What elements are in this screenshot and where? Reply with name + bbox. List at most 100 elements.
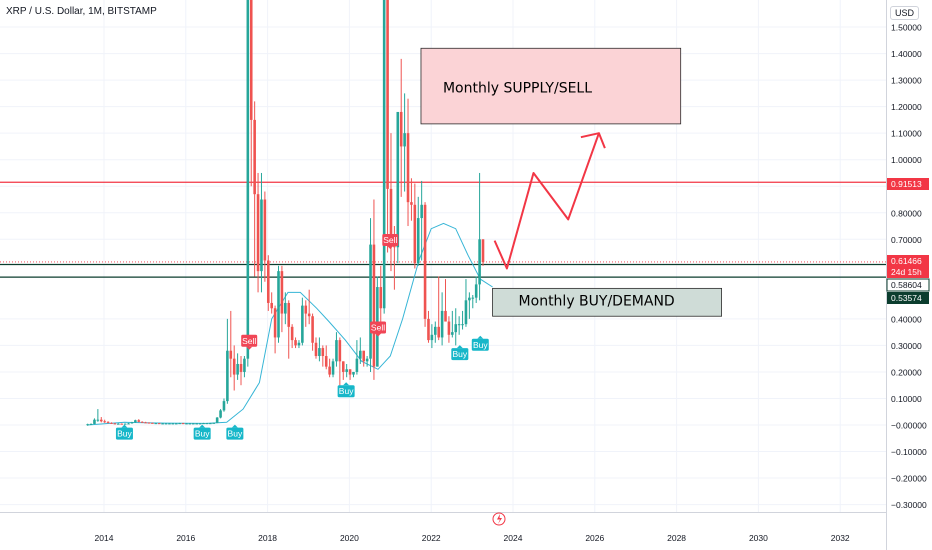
y-tick-label: 1.00000 [891,155,922,165]
candle-body [481,239,485,263]
projection-arrow [493,132,606,270]
signal-pointer [343,382,350,386]
x-tick-label: 2014 [95,533,114,543]
candle-body [451,332,454,335]
candle-body [406,133,410,203]
candle-body [341,361,345,372]
y-tick-label: 0.30000 [891,341,922,351]
candle-body [318,348,321,357]
candle-body [328,366,331,375]
y-tick-label: −0.30000 [891,500,927,510]
currency-button[interactable]: USD [890,6,920,20]
candle-body [290,326,294,341]
y-tick-label: 0.10000 [891,394,922,404]
x-tick-label: 2018 [258,533,277,543]
candle-body [468,297,471,301]
candle-body [89,423,93,425]
candle-body [144,422,147,424]
candle-body [410,202,413,205]
candle-body [178,423,181,425]
candle-body [113,423,117,425]
candle-body [321,348,325,357]
candle-body [331,361,335,375]
candle-body [314,342,318,357]
candle-body [430,334,434,341]
candle-body [379,287,383,309]
moving-average-line [87,222,493,426]
candle-body [399,111,403,147]
signal-badge [370,321,387,334]
candle-body [243,358,246,372]
candle-body [249,0,253,120]
candle-body [236,363,239,375]
signal-badge [471,338,489,351]
horizontal-lines [0,181,886,278]
candle-body [301,305,304,343]
candle-body [195,423,199,425]
price-label-box [887,292,929,304]
supply-zone-label: Monthly SUPPLY/SELL [443,80,592,96]
y-tick-label: 0.20000 [891,367,922,377]
candle-body [157,423,161,425]
candle-body [352,371,355,375]
candle-body [164,423,168,425]
candle-body [154,423,158,425]
price-label-text: 0.91513 [891,179,922,189]
candle-body [403,133,406,147]
candle-body [478,239,481,285]
x-tick-label: 2020 [340,533,359,543]
x-tick-label: 2016 [176,533,195,543]
signal-badge [241,334,258,347]
candle-body [229,350,233,359]
candle-body [437,326,440,338]
demand-zone-label: Monthly BUY/DEMAND [519,293,675,309]
candle-body [137,420,141,422]
signal-pointer [246,346,253,350]
candle-body [474,284,478,298]
demand-zone [492,287,722,317]
candle-body [93,419,96,424]
y-tick-label: 0.80000 [891,208,922,218]
x-tick-label: 2024 [504,533,523,543]
candle-body [386,0,389,189]
signal-label: Buy [117,429,132,439]
candle-body [338,340,342,362]
signals: Buy Buy Buy Sell Buy Sell Sell Buy Buy [115,233,489,440]
candle-body [263,199,267,261]
candle-body [127,423,130,425]
candle-body [355,358,359,372]
candle-body [120,423,124,425]
signal-label: Sell [242,336,256,346]
candle-body [110,422,113,424]
candle-body [253,119,256,195]
signal-label: Buy [228,429,243,439]
candle-body [372,244,376,367]
y-tick-label: −0.20000 [891,474,927,484]
tradingview-logo[interactable] [492,512,506,526]
candle-body [277,271,280,338]
candle-body [202,423,205,425]
price-label-box [886,278,930,292]
price-label-text: 24d 15h [891,267,922,277]
y-tick-label: −0.00000 [891,421,927,431]
candle-body [246,0,250,359]
y-tick-label: 1.40000 [891,49,922,59]
candles [86,0,485,426]
buy-signal: Buy [193,424,211,440]
x-tick-label: 2022 [422,533,441,543]
candle-body [294,340,297,346]
zone-labels: Monthly SUPPLY/SELL Monthly BUY/DEMAND [443,80,675,309]
candle-body [433,326,437,335]
candle-body [106,421,110,423]
grid [0,0,887,550]
price-label-text: 0.61466 [891,256,922,266]
signal-label: Sell [383,235,397,245]
price-label-box [887,266,929,278]
price-label-box [887,178,929,190]
signal-pointer [387,245,394,249]
candle-body [454,324,458,333]
candle-body [226,350,229,402]
candle-body [362,350,366,362]
x-axis[interactable]: 2014 2016 2018 2020 2022 2024 2026 2028 2030 2032 [95,533,850,543]
